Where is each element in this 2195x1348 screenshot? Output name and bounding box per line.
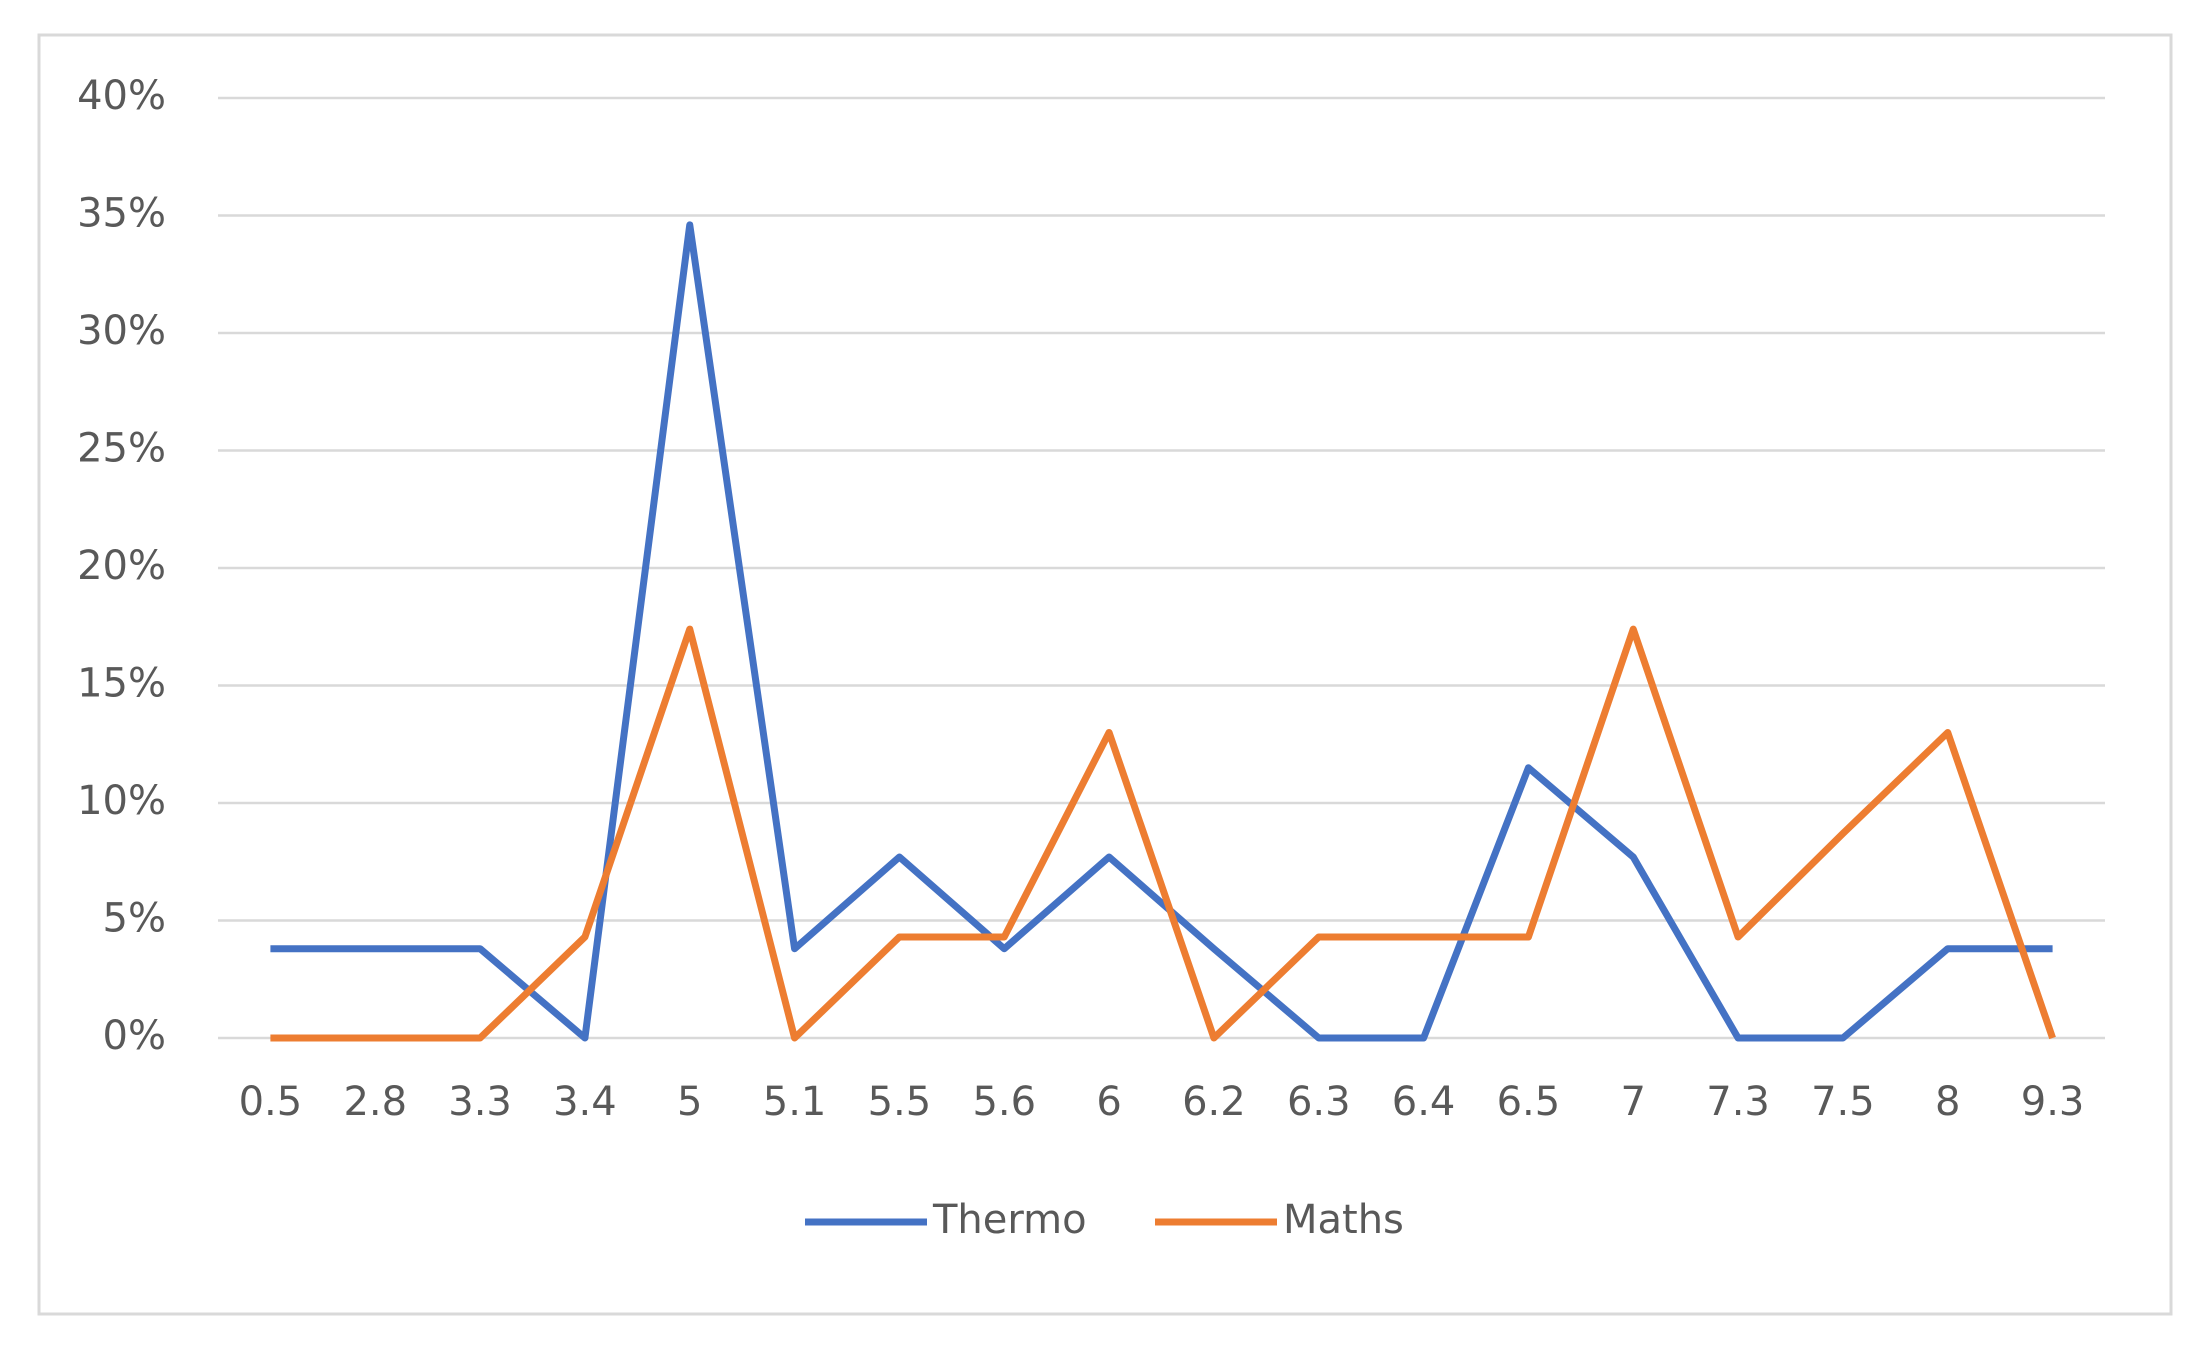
- y-tick-label: 5%: [103, 896, 166, 942]
- y-tick-label: 25%: [77, 426, 166, 472]
- line-series: [270, 625, 2056, 1042]
- x-tick-label: 6.2: [1182, 1079, 1246, 1125]
- x-tick-label: 5: [677, 1079, 702, 1125]
- x-tick-label: 3.3: [448, 1079, 512, 1125]
- y-tick-label: 30%: [77, 308, 166, 354]
- y-tick-label: 35%: [77, 191, 166, 237]
- line-series: [270, 221, 2053, 1042]
- y-tick-label: 0%: [103, 1013, 166, 1059]
- x-tick-label: 2.8: [343, 1079, 407, 1125]
- x-tick-label: 5.5: [868, 1079, 932, 1125]
- y-tick-label: 40%: [77, 73, 166, 119]
- x-tick-label: 7: [1621, 1079, 1646, 1125]
- chart-frame: [37, 33, 2173, 1316]
- x-tick-label: 6.5: [1497, 1079, 1561, 1125]
- y-tick-label: 15%: [77, 661, 166, 707]
- x-tick-label: 3.4: [553, 1079, 617, 1125]
- x-tick-label: 7.5: [1811, 1079, 1875, 1125]
- legend-label: Maths: [1283, 1197, 1404, 1243]
- y-tick-label: 20%: [77, 543, 166, 589]
- x-tick-label: 6.4: [1392, 1079, 1456, 1125]
- x-tick-label: 0.5: [239, 1079, 303, 1125]
- x-tick-label: 8: [1935, 1079, 1960, 1125]
- y-tick-label: 10%: [77, 778, 166, 824]
- x-tick-label: 6.3: [1287, 1079, 1351, 1125]
- x-tick-label: 9.3: [2021, 1079, 2085, 1125]
- x-tick-label: 5.1: [763, 1079, 827, 1125]
- x-tick-label: 7.3: [1706, 1079, 1770, 1125]
- x-tick-label: 6: [1096, 1079, 1121, 1125]
- x-tick-label: 5.6: [972, 1079, 1036, 1125]
- legend-label: Thermo: [932, 1197, 1087, 1243]
